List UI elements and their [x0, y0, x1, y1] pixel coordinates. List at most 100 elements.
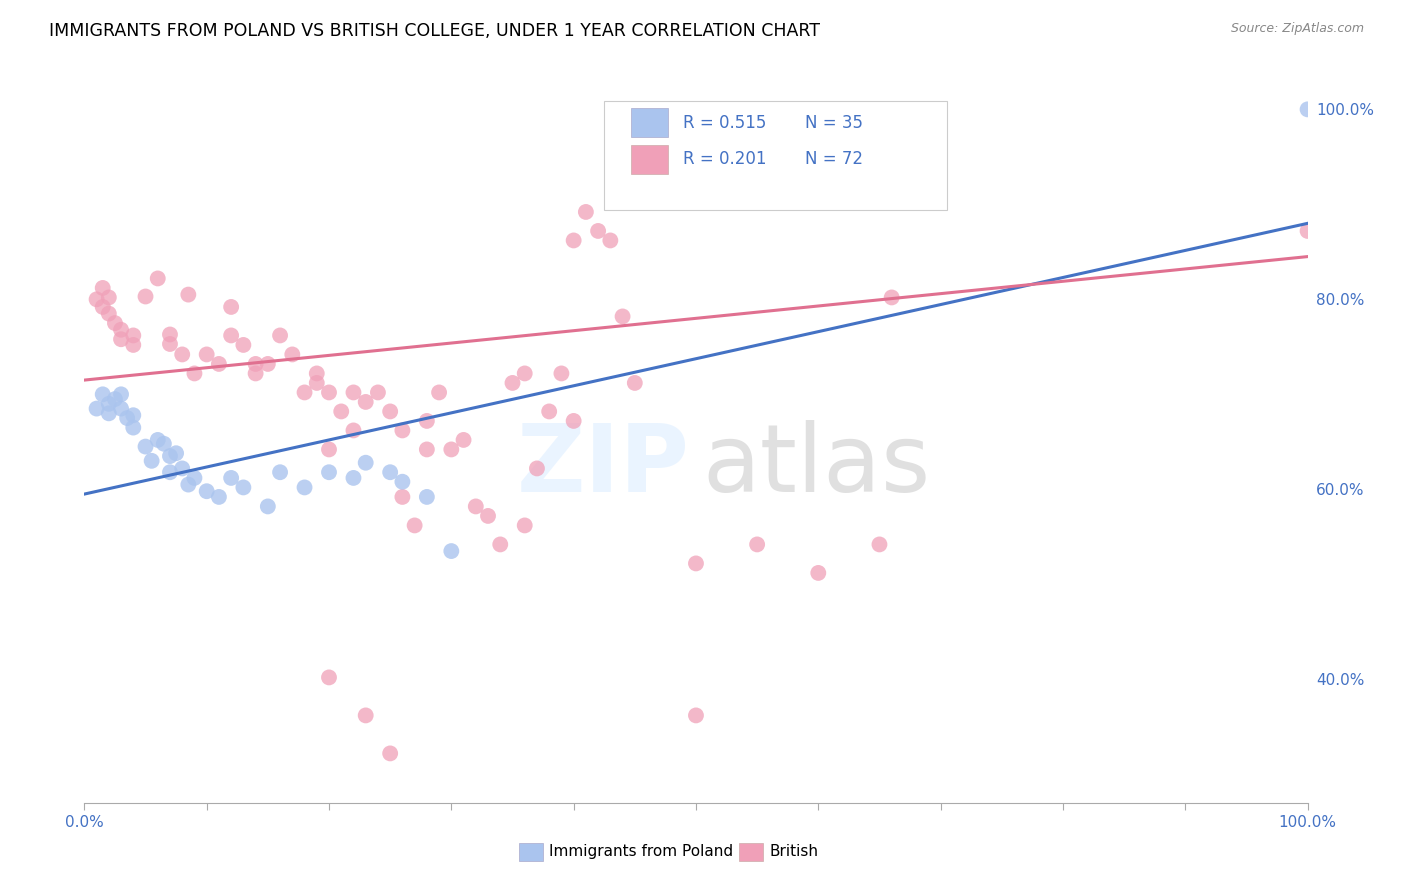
Point [91, 300, 114, 314]
Point [104, 392, 127, 406]
Point [586, 224, 609, 238]
Point [219, 471, 242, 485]
Point [269, 328, 291, 343]
Point [159, 327, 181, 342]
Point [153, 436, 176, 450]
Point [342, 471, 364, 485]
Point [195, 484, 218, 499]
Point [380, 465, 402, 479]
Point [146, 433, 169, 447]
Point [183, 367, 205, 381]
Bar [519, 843, 543, 862]
Point [416, 414, 439, 428]
Point [141, 454, 163, 468]
Point [245, 357, 267, 371]
Point [562, 414, 585, 428]
Point [208, 357, 231, 371]
Point [172, 461, 194, 475]
Point [367, 385, 389, 400]
Point [599, 234, 621, 248]
Point [354, 456, 377, 470]
Point [612, 310, 634, 324]
Point [294, 480, 316, 494]
Text: Source: ZipAtlas.com: Source: ZipAtlas.com [1230, 22, 1364, 36]
Point [869, 537, 891, 551]
Point [416, 490, 439, 504]
Point [513, 518, 536, 533]
Point [245, 367, 267, 381]
Point [489, 537, 512, 551]
Point [177, 477, 200, 491]
Point [135, 289, 157, 303]
Point [110, 401, 132, 416]
Point [318, 670, 340, 684]
Point [391, 490, 413, 504]
Bar [631, 145, 668, 174]
Point [219, 300, 242, 314]
Point [416, 442, 439, 457]
Point [1296, 103, 1319, 117]
Point [624, 376, 647, 390]
Point [159, 449, 181, 463]
Point [208, 490, 231, 504]
Point [135, 440, 157, 454]
Text: atlas: atlas [702, 420, 931, 512]
Text: IMMIGRANTS FROM POLAND VS BRITISH COLLEGE, UNDER 1 YEAR CORRELATION CHART: IMMIGRANTS FROM POLAND VS BRITISH COLLEG… [49, 22, 820, 40]
Point [110, 332, 132, 346]
Point [110, 387, 132, 401]
Point [110, 323, 132, 337]
Point [318, 385, 340, 400]
Point [330, 404, 353, 418]
Point [91, 387, 114, 401]
Point [880, 290, 903, 304]
Text: N = 35: N = 35 [804, 113, 863, 131]
Point [86, 401, 108, 416]
Point [318, 465, 340, 479]
Point [219, 328, 242, 343]
Point [354, 395, 377, 409]
FancyBboxPatch shape [605, 101, 946, 211]
Text: Immigrants from Poland: Immigrants from Poland [550, 845, 734, 859]
Point [354, 708, 377, 723]
Point [294, 385, 316, 400]
Bar [631, 108, 668, 137]
Point [257, 500, 280, 514]
Point [747, 537, 769, 551]
Point [1296, 224, 1319, 238]
Point [281, 347, 304, 361]
Point [91, 281, 114, 295]
Text: British: British [769, 845, 818, 859]
Point [257, 357, 280, 371]
Point [232, 480, 254, 494]
Point [97, 307, 120, 321]
Point [232, 338, 254, 352]
Point [391, 475, 413, 489]
Point [526, 461, 548, 475]
Point [380, 747, 402, 761]
Point [172, 347, 194, 361]
Text: N = 72: N = 72 [804, 150, 863, 168]
Point [97, 290, 120, 304]
Bar [738, 843, 763, 862]
Point [440, 544, 463, 558]
Point [122, 328, 145, 343]
Point [269, 465, 291, 479]
Point [305, 367, 328, 381]
Point [97, 397, 120, 411]
Point [440, 442, 463, 457]
Point [685, 557, 707, 571]
Point [165, 446, 187, 460]
Point [183, 471, 205, 485]
Point [502, 376, 524, 390]
Point [513, 367, 536, 381]
Point [380, 404, 402, 418]
Point [122, 338, 145, 352]
Point [177, 287, 200, 301]
Point [159, 465, 181, 479]
Point [342, 424, 364, 438]
Point [464, 500, 486, 514]
Point [122, 409, 145, 423]
Point [685, 708, 707, 723]
Point [550, 367, 572, 381]
Text: ZIP: ZIP [517, 420, 690, 512]
